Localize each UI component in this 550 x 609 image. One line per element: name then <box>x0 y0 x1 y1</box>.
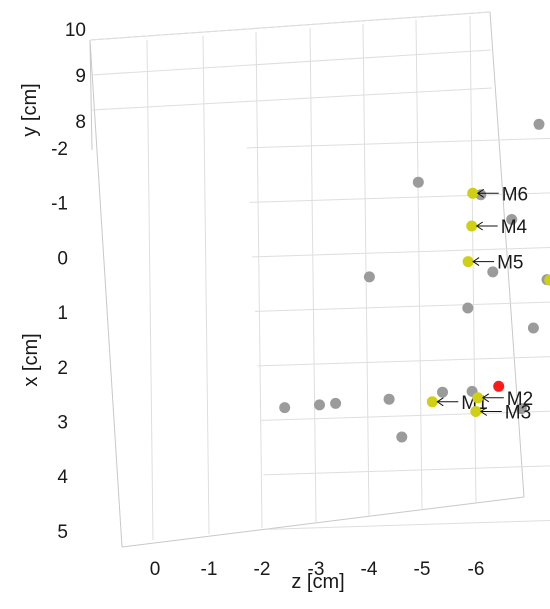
frame-edge <box>121 496 525 548</box>
grey-point <box>330 397 342 409</box>
z-grid-line <box>415 19 423 511</box>
x-grid-line <box>260 410 550 421</box>
grey-point <box>279 402 291 414</box>
x-grid-line <box>257 356 550 367</box>
x-tick-label: -2 <box>51 139 68 160</box>
x-tick-label: 4 <box>57 467 68 488</box>
x-axis-label: x [cm] <box>20 333 42 386</box>
z-grid-line <box>309 27 317 523</box>
grey-point <box>533 118 545 130</box>
frame-edge <box>89 39 123 548</box>
y-grid-line <box>91 87 493 111</box>
x-tick-label: 0 <box>57 248 68 269</box>
z-grid-line <box>255 31 263 529</box>
grey-point <box>506 214 518 225</box>
marker-arrowhead <box>436 397 444 407</box>
x-tick-label: -1 <box>51 194 68 215</box>
marker-points: M1M2M3M4M5M6M7M8M9 <box>426 184 550 424</box>
frame-edge <box>489 11 525 498</box>
x-grid-line <box>252 247 550 258</box>
marker-point <box>472 392 484 404</box>
z-tick-label: -2 <box>254 559 271 580</box>
x-grid-line <box>255 301 550 312</box>
z-grid-line <box>202 35 210 535</box>
grid-lines <box>89 11 550 541</box>
marker-arrowhead <box>476 188 484 198</box>
data-points <box>279 118 550 443</box>
marker-point <box>544 274 550 286</box>
y-grid-line <box>90 49 492 76</box>
x-tick-label: 2 <box>57 358 68 379</box>
grey-point <box>314 399 325 411</box>
x-grid-line <box>246 137 550 149</box>
x-grid-line <box>266 519 550 530</box>
marker-point <box>426 396 438 408</box>
marker-label: M4 <box>501 217 528 238</box>
marker-arrowhead <box>472 257 480 267</box>
x-tick-label: 1 <box>57 303 68 324</box>
z-tick-label: -5 <box>414 559 431 580</box>
x-grid-line <box>263 465 550 476</box>
red-point <box>493 380 505 392</box>
grey-point <box>396 431 408 443</box>
z-tick-label: -1 <box>201 559 218 580</box>
marker-label: M2 <box>507 389 533 410</box>
grey-point <box>437 386 448 398</box>
grey-point <box>462 302 474 314</box>
marker-label: M5 <box>497 253 523 274</box>
marker-label: M3 <box>505 403 531 424</box>
grey-point <box>487 266 499 278</box>
z-tick-label: -4 <box>361 559 378 580</box>
marker-point <box>466 220 478 232</box>
z-tick-label: -6 <box>468 559 485 580</box>
y-tick-label: 8 <box>75 112 86 133</box>
marker-point <box>467 187 479 199</box>
x-tick-label: 5 <box>57 522 68 543</box>
z-grid-line <box>146 39 154 541</box>
grey-point <box>412 176 424 188</box>
grey-point <box>363 271 375 283</box>
grey-point <box>515 403 527 415</box>
chart-frame <box>89 11 525 548</box>
marker-arrowhead <box>475 221 483 231</box>
marker-point <box>470 406 482 417</box>
y-tick-label: 9 <box>75 66 86 87</box>
grey-point <box>383 393 395 405</box>
z-tick-label: 0 <box>150 559 161 580</box>
x-tick-label: 3 <box>57 413 68 434</box>
z-tick-label: -3 <box>308 559 325 580</box>
y-grid-line <box>89 11 491 41</box>
z-grid-line <box>362 23 370 517</box>
tick-labels: -2 -1 0 1 2 3 4 5 0 -1 -2 -3 -4 -5 -6 10 9 8 <box>51 20 484 580</box>
marker-label: M6 <box>502 184 528 205</box>
marker-arrowhead <box>479 407 488 416</box>
marker-point <box>462 256 474 268</box>
y-axis-label: y [cm] <box>19 83 41 136</box>
frame-edge <box>89 39 93 151</box>
grey-point <box>527 322 539 334</box>
z-axis-label: z [cm] <box>291 571 344 593</box>
y-tick-label: 10 <box>65 20 86 41</box>
marker-arrowhead <box>481 393 490 403</box>
